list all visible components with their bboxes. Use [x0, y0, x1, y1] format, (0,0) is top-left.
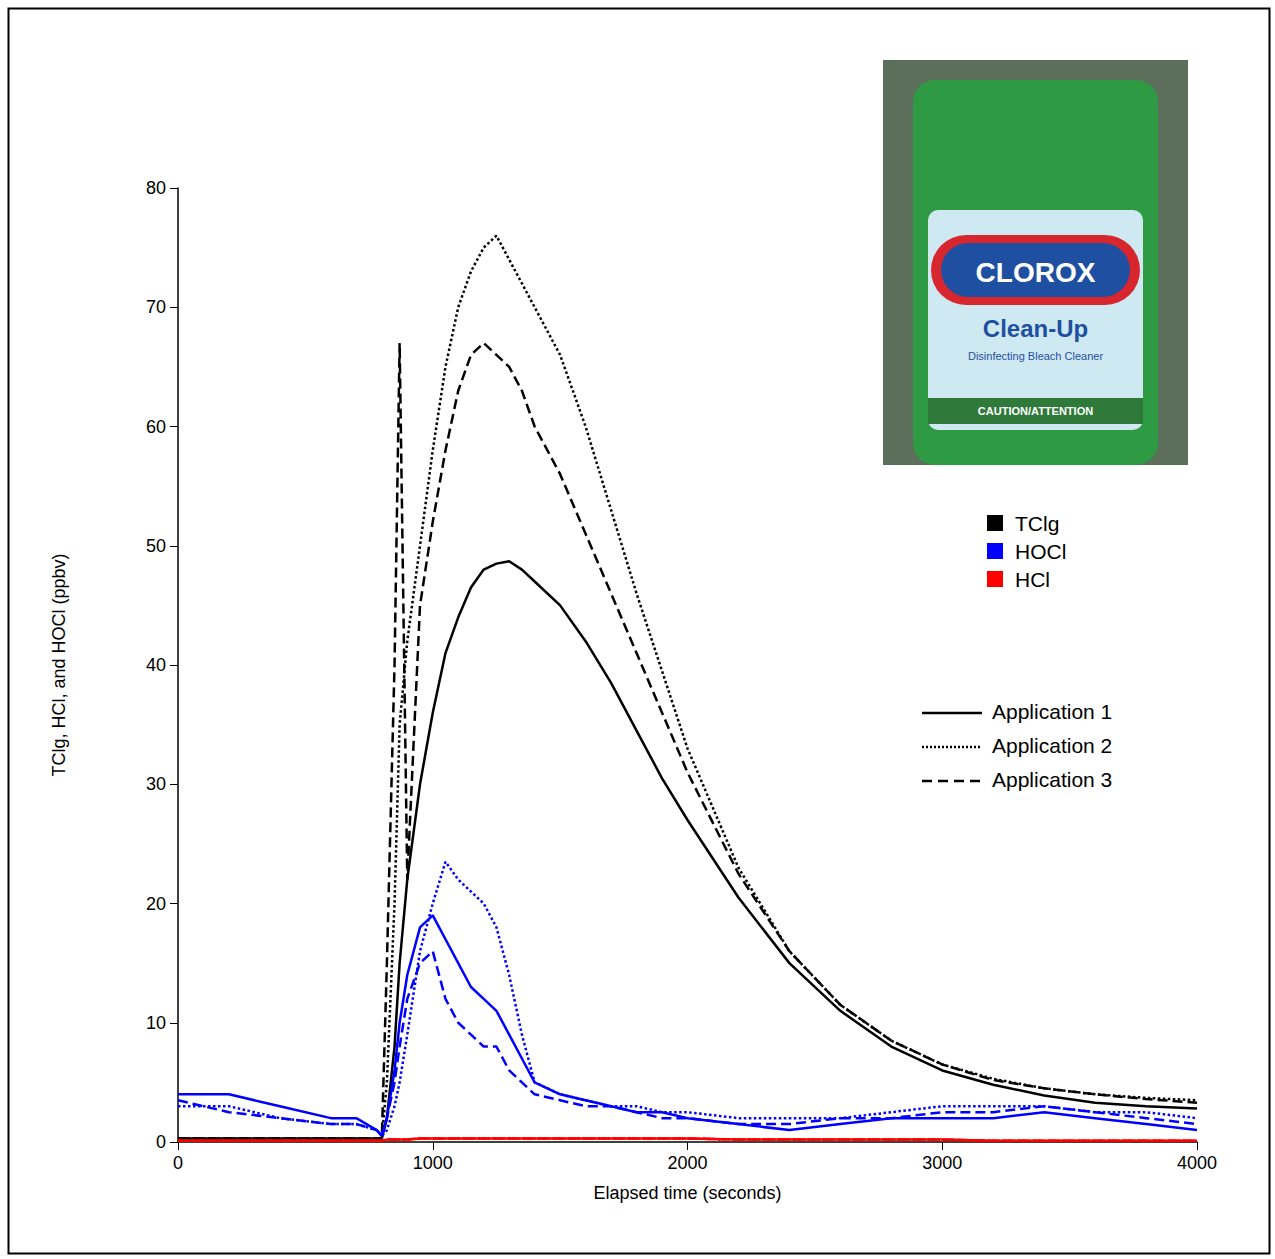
svg-text:70: 70 [146, 297, 166, 317]
svg-text:60: 60 [146, 417, 166, 437]
svg-text:CAUTION/ATTENTION: CAUTION/ATTENTION [978, 405, 1093, 417]
svg-text:40: 40 [146, 655, 166, 675]
svg-text:TClg, HCl, and HOCl (ppbv): TClg, HCl, and HOCl (ppbv) [49, 553, 69, 776]
svg-text:1000: 1000 [413, 1153, 453, 1173]
svg-text:HCl: HCl [1015, 568, 1050, 591]
svg-text:2000: 2000 [667, 1153, 707, 1173]
svg-text:3000: 3000 [922, 1153, 962, 1173]
svg-text:TClg: TClg [1015, 512, 1059, 535]
svg-text:Disinfecting Bleach Cleaner: Disinfecting Bleach Cleaner [968, 350, 1103, 362]
svg-text:0: 0 [156, 1132, 166, 1152]
svg-text:Elapsed time (seconds): Elapsed time (seconds) [593, 1183, 781, 1203]
svg-text:4000: 4000 [1177, 1153, 1217, 1173]
svg-text:Application 1: Application 1 [992, 700, 1112, 723]
svg-text:10: 10 [146, 1013, 166, 1033]
svg-text:Application 2: Application 2 [992, 734, 1112, 757]
svg-text:CLOROX: CLOROX [976, 257, 1096, 288]
svg-text:80: 80 [146, 178, 166, 198]
svg-text:Clean-Up: Clean-Up [983, 315, 1088, 342]
svg-text:HOCl: HOCl [1015, 540, 1066, 563]
svg-text:0: 0 [173, 1153, 183, 1173]
svg-text:20: 20 [146, 894, 166, 914]
svg-text:50: 50 [146, 536, 166, 556]
svg-text:30: 30 [146, 774, 166, 794]
svg-text:Application 3: Application 3 [992, 768, 1112, 791]
